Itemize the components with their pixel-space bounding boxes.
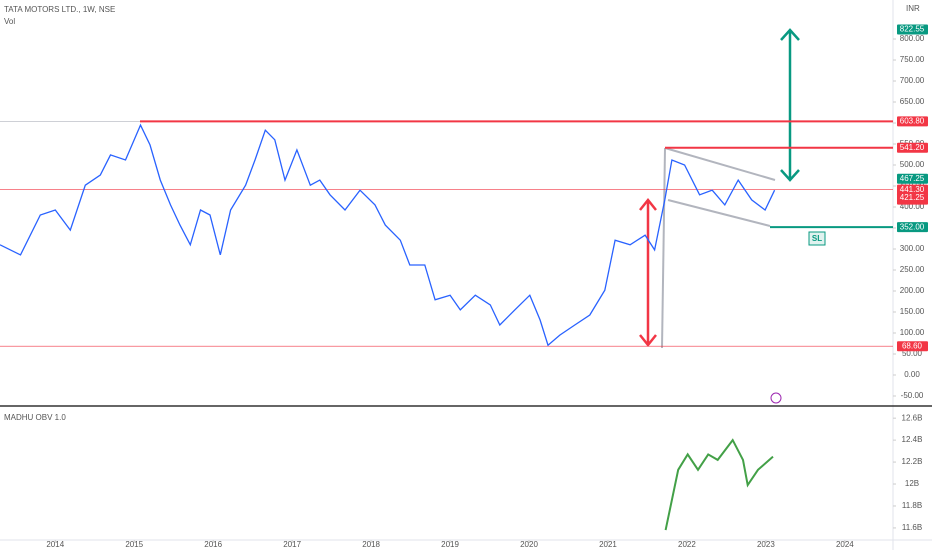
price-tag-label: 441.30	[900, 185, 925, 194]
y-tick-label: 250.00	[900, 265, 925, 274]
price-tag-label: 352.00	[900, 222, 925, 231]
y-tick-label: 11.6B	[902, 523, 922, 532]
price-tag	[897, 222, 928, 233]
y-tick-label: 12B	[905, 479, 919, 488]
x-tick-label: 2020	[520, 540, 538, 549]
x-tick-label: 2023	[757, 540, 775, 549]
green-arrow	[780, 28, 800, 182]
price-tag	[897, 116, 928, 127]
price-tag-label: 421.25	[900, 193, 925, 202]
y-tick-label: 12.4B	[902, 435, 923, 444]
y-tick-label: 700.00	[900, 76, 925, 85]
y-tick-label: 50.00	[902, 349, 923, 358]
price-tag	[897, 24, 928, 35]
obv-line	[664, 438, 774, 531]
y-tick-label: 500.00	[900, 160, 925, 169]
trendline	[664, 147, 776, 181]
x-tick-label: 2016	[204, 540, 222, 549]
y-tick-label: 800.00	[900, 34, 925, 43]
trendline	[661, 147, 666, 349]
symbol-title: TATA MOTORS LTD., 1W, NSE	[4, 5, 115, 14]
price-tag	[897, 341, 928, 352]
y-tick-label: 300.00	[900, 244, 925, 253]
price-tag-label: 467.25	[900, 174, 925, 183]
indicator-title: MADHU OBV 1.0	[4, 413, 66, 422]
x-tick-label: 2017	[283, 540, 301, 549]
y-tick-label: 150.00	[900, 307, 925, 316]
x-tick-label: 2019	[441, 540, 459, 549]
x-tick-label: 2018	[362, 540, 380, 549]
y-tick-label: 0.00	[904, 370, 920, 379]
x-tick-label: 2024	[836, 540, 854, 549]
red-arrow	[639, 197, 657, 348]
price-tag	[897, 142, 928, 153]
sl-box	[808, 231, 826, 246]
trendline	[667, 199, 771, 227]
price-tag-label: 603.80	[900, 117, 925, 126]
y-tick-label: 650.00	[900, 97, 925, 106]
volume-label: Vol	[4, 17, 15, 26]
y-tick-label: 200.00	[900, 286, 925, 295]
y-tick-label: 12.2B	[902, 457, 923, 466]
y-tick-label: 11.8B	[902, 501, 922, 510]
y-tick-label: 750.00	[900, 55, 925, 64]
price-tag	[897, 173, 928, 184]
price-tag	[897, 193, 928, 204]
y-tick-label: 100.00	[900, 328, 925, 337]
price-tag-label: 68.60	[902, 341, 923, 350]
x-tick-label: 2015	[125, 540, 143, 549]
price-tag-label: 822.55	[900, 25, 925, 34]
y-tick-label: 12.6B	[902, 413, 923, 422]
x-tick-label: 2022	[678, 540, 696, 549]
x-tick-label: 2021	[599, 540, 617, 549]
y-tick-label: -50.00	[901, 391, 924, 400]
currency: INR	[906, 4, 920, 13]
sl-label: SL	[812, 234, 822, 243]
event-icon[interactable]	[770, 392, 782, 404]
price-tag-label: 541.20	[900, 143, 925, 152]
y-tick-label: 400.00	[900, 202, 925, 211]
price-line	[0, 123, 776, 347]
x-tick-label: 2014	[46, 540, 64, 549]
